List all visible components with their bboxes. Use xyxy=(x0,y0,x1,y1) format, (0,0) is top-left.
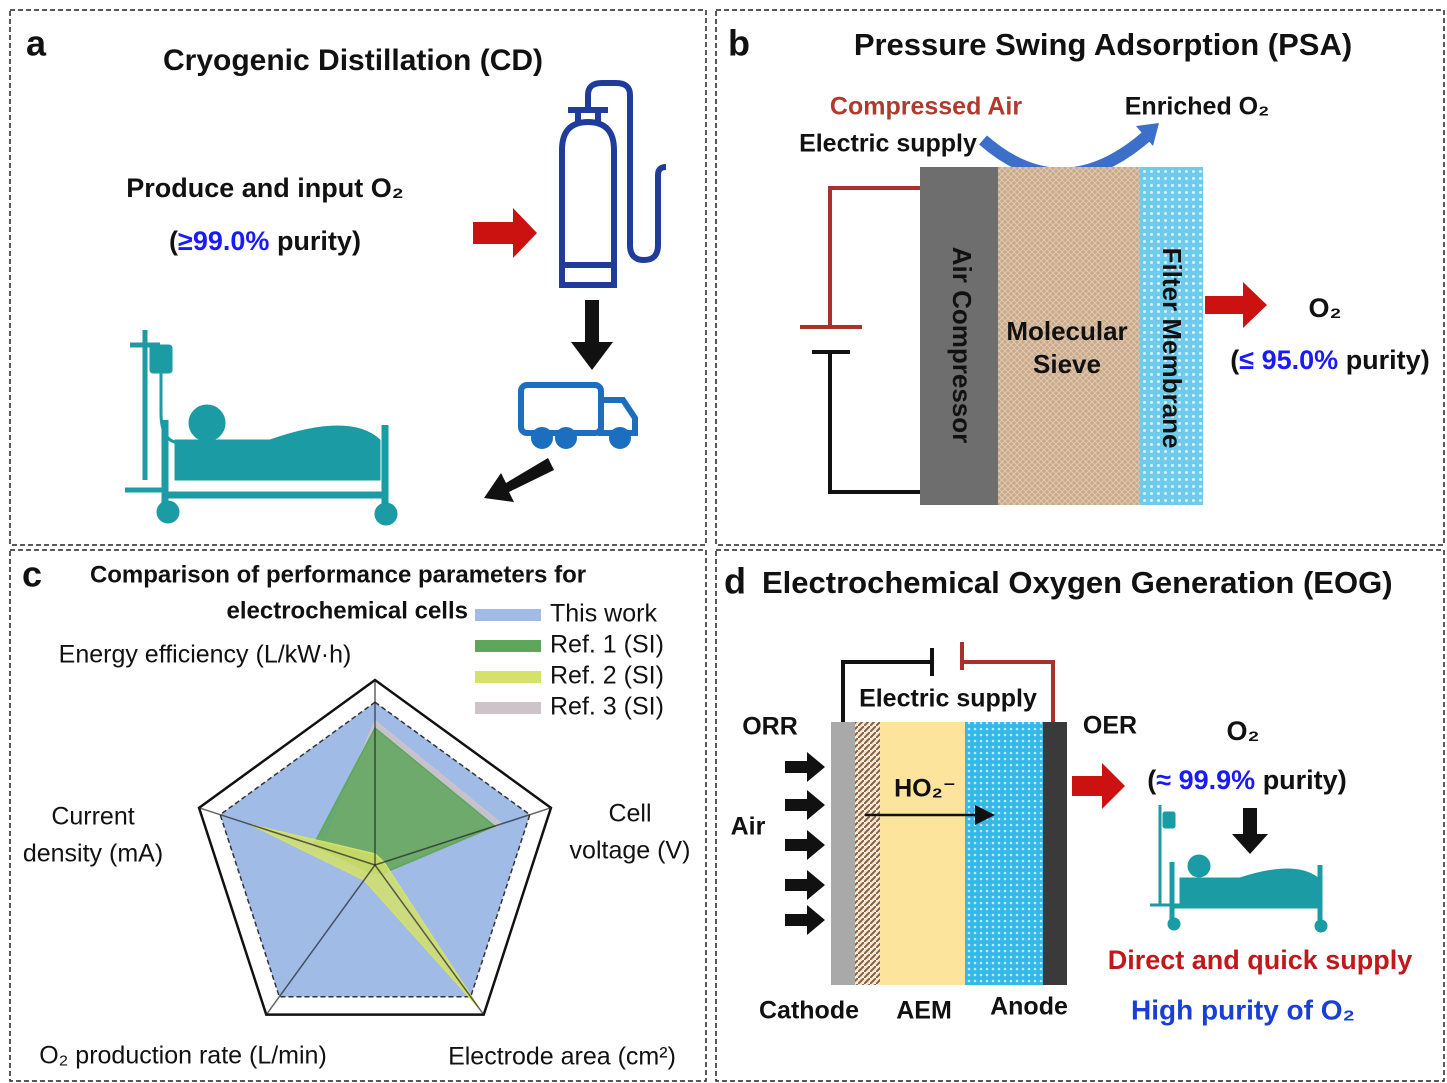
wire xyxy=(830,188,920,327)
paren: ( xyxy=(1230,345,1239,375)
arrow xyxy=(473,208,537,258)
axis-label: Energy efficiency (L/kW·h) xyxy=(59,641,352,669)
arrow xyxy=(785,905,825,935)
electric-supply: Electric supply xyxy=(859,685,1037,713)
chart-title: Comparison of performance parameters for xyxy=(90,561,586,588)
air: Air xyxy=(731,813,766,841)
wheel xyxy=(1315,920,1327,932)
air-arrows xyxy=(785,752,825,935)
paren: ( xyxy=(169,226,178,256)
legend-swatch xyxy=(475,609,541,621)
panel-title: Cryogenic Distillation (CD) xyxy=(163,44,543,77)
oer: OER xyxy=(1083,712,1137,740)
arrow xyxy=(1205,282,1267,328)
axis-label: Electrode area (cm²) xyxy=(448,1043,676,1071)
legend-label: Ref. 1 (SI) xyxy=(550,631,664,659)
cathode xyxy=(831,722,855,985)
gas-diffusion-layer xyxy=(855,722,880,985)
filter-membrane-label: Filter Membrane xyxy=(1157,248,1187,449)
truck-box xyxy=(521,385,601,433)
arrow xyxy=(785,830,825,860)
patient-head xyxy=(189,405,225,441)
electric-supply: Electric supply xyxy=(799,130,977,158)
anode xyxy=(965,722,1043,985)
arrow xyxy=(785,790,825,820)
purity: (≤ 95.0% purity) xyxy=(1230,345,1429,375)
wheel xyxy=(157,501,179,523)
legend-label: This work xyxy=(550,600,657,628)
axis-label: voltage (V) xyxy=(570,837,691,865)
purity-value: ≥99.0% xyxy=(178,226,269,256)
panel-label: c xyxy=(22,554,42,595)
figure: a Cryogenic Distillation (CD) Produce an… xyxy=(0,0,1447,1083)
arrow xyxy=(785,752,825,782)
panel-d: d Electrochemical Oxygen Generation (EOG… xyxy=(724,561,1412,1026)
panel-label: a xyxy=(26,23,47,64)
purity-text: purity) xyxy=(269,226,361,256)
sieve-label: Molecular xyxy=(1006,316,1127,346)
purity: (≈ 99.9% purity) xyxy=(1147,765,1346,795)
panel-label: b xyxy=(728,23,750,64)
ion-label: HO₂⁻ xyxy=(894,775,956,803)
hospital-bed xyxy=(125,330,397,525)
wheel xyxy=(534,430,550,446)
enriched-o2: Enriched O₂ xyxy=(1125,93,1269,121)
panel-c: c Comparison of performance parameters f… xyxy=(22,554,690,1071)
arrow xyxy=(1232,808,1268,854)
arrow xyxy=(571,300,613,370)
arrow xyxy=(785,870,825,900)
arrow xyxy=(1072,763,1125,809)
axis-label: O₂ production rate (L/min) xyxy=(39,1042,327,1070)
panel-title: Pressure Swing Adsorption (PSA) xyxy=(854,27,1352,62)
legend-swatch xyxy=(475,671,541,683)
wheel xyxy=(375,503,397,525)
orr: ORR xyxy=(742,713,798,741)
air-compressor-label: Air Compressor xyxy=(947,247,977,444)
legend-swatch xyxy=(475,640,541,652)
hospital-bed xyxy=(1150,805,1327,932)
wheel xyxy=(1168,918,1180,930)
output: O₂ xyxy=(1227,716,1260,746)
cathode-label: Cathode xyxy=(759,997,859,1025)
output: O₂ xyxy=(1309,293,1342,323)
legend-label: Ref. 3 (SI) xyxy=(550,693,664,721)
axis-label: density (mA) xyxy=(23,840,163,868)
aem-label: AEM xyxy=(896,997,952,1025)
iv-bag xyxy=(1163,812,1175,828)
arrow xyxy=(484,458,554,502)
axis-label: Current xyxy=(51,803,134,831)
panel-title: Electrochemical Oxygen Generation (EOG) xyxy=(762,565,1393,600)
paren: ( xyxy=(1147,765,1156,795)
cylinder-body xyxy=(562,122,614,285)
panel-b: b Pressure Swing Adsorption (PSA) Compre… xyxy=(728,23,1430,505)
oxygen-cylinder xyxy=(562,83,666,285)
anode-label: Anode xyxy=(990,993,1068,1021)
legend-swatch xyxy=(475,702,541,714)
direct-supply: Direct and quick supply xyxy=(1108,945,1413,975)
caption: Produce and input O₂ xyxy=(126,173,404,203)
purity-value: ≤ 95.0% xyxy=(1239,345,1338,375)
chart-title: electrochemical cells xyxy=(227,597,468,624)
patient-head xyxy=(1188,855,1210,877)
purity-text: purity) xyxy=(1338,345,1430,375)
aem xyxy=(880,722,965,985)
wheel xyxy=(612,430,628,446)
panel-a: a Cryogenic Distillation (CD) Produce an… xyxy=(26,23,666,525)
legend-label: Ref. 2 (SI) xyxy=(550,662,664,690)
purity-text: purity) xyxy=(1255,765,1347,795)
purity-value: ≈ 99.9% xyxy=(1156,765,1255,795)
wheel xyxy=(558,430,574,446)
axis-label: Cell xyxy=(608,800,651,828)
purity: (≥99.0% purity) xyxy=(169,226,361,256)
truck xyxy=(521,385,635,446)
high-purity: High purity of O₂ xyxy=(1131,994,1355,1025)
iv-bag xyxy=(150,345,172,373)
sieve-label: Sieve xyxy=(1033,349,1101,379)
panel-label: d xyxy=(724,561,746,602)
wire xyxy=(830,352,920,492)
compressed-air: Compressed Air xyxy=(830,93,1022,121)
current-collector xyxy=(1043,722,1067,985)
